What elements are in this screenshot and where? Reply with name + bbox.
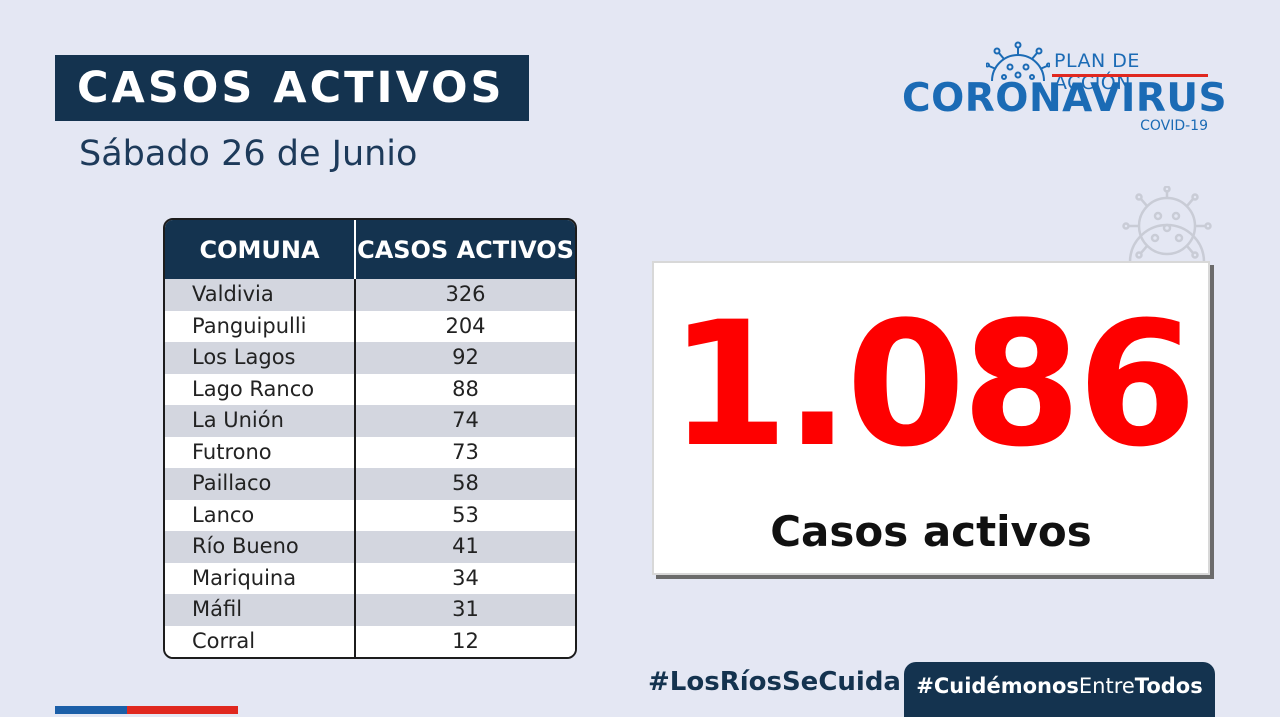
virus-icon <box>986 41 1050 82</box>
coronavirus-logo: PLAN DE ACCIÓN CORONAVIRUS COVID-19 <box>900 38 1227 138</box>
total-cases-card: 1.086 Casos activos <box>652 261 1210 575</box>
table-row: Futrono 73 <box>165 436 575 468</box>
column-header-comuna: COMUNA <box>165 220 356 279</box>
logo-name: CORONAVIRUS <box>902 76 1228 121</box>
hashtag-part: #Cuidémonos <box>916 674 1079 698</box>
hashtag-cuidemonos: #CuidémonosEntreTodos <box>904 674 1215 698</box>
casos-cell: 12 <box>355 625 575 657</box>
table-row: Corral 12 <box>165 625 575 657</box>
comuna-cell: Panguipulli <box>165 310 356 342</box>
accent-bar-blue <box>55 706 127 714</box>
page-title: CASOS ACTIVOS <box>55 55 529 121</box>
table-row: Panguipulli 204 <box>165 310 575 342</box>
table-row: Los Lagos 92 <box>165 342 575 374</box>
table-row: Río Bueno 41 <box>165 531 575 563</box>
total-cases-value: 1.086 <box>668 284 1197 485</box>
hashtag-part: Todos <box>1134 674 1203 698</box>
comuna-cell: Río Bueno <box>165 531 356 563</box>
comuna-cell: La Unión <box>165 405 356 437</box>
casos-cell: 31 <box>355 594 575 626</box>
casos-cell: 58 <box>355 468 575 500</box>
table-row: Mariquina 34 <box>165 562 575 594</box>
table-row: Paillaco 58 <box>165 468 575 500</box>
casos-cell: 74 <box>355 405 575 437</box>
casos-cell: 204 <box>355 310 575 342</box>
comuna-cell: Máfil <box>165 594 356 626</box>
comuna-cell: Futrono <box>165 436 356 468</box>
total-cases-label: Casos activos <box>770 507 1092 556</box>
hashtag-losrios: #LosRíosSeCuida <box>648 667 901 697</box>
casos-cell: 92 <box>355 342 575 374</box>
column-header-casos: CASOS ACTIVOS <box>355 220 575 279</box>
date-subtitle: Sábado 26 de Junio <box>79 134 418 174</box>
hashtag-part: Entre <box>1078 674 1135 698</box>
comuna-cell: Los Lagos <box>165 342 356 374</box>
logo-sub: COVID-19 <box>1140 118 1208 134</box>
table-row: Máfil 31 <box>165 594 575 626</box>
comuna-cell: Mariquina <box>165 562 356 594</box>
table-row: La Unión 74 <box>165 405 575 437</box>
casos-cell: 53 <box>355 499 575 531</box>
table-row: Lanco 53 <box>165 499 575 531</box>
table-header-row: COMUNA CASOS ACTIVOS <box>165 220 575 279</box>
casos-cell: 41 <box>355 531 575 563</box>
table-row: Valdivia 326 <box>165 279 575 311</box>
casos-cell: 88 <box>355 373 575 405</box>
comuna-cell: Paillaco <box>165 468 356 500</box>
comuna-cell: Valdivia <box>165 279 356 311</box>
comuna-cell: Lago Ranco <box>165 373 356 405</box>
comuna-cell: Corral <box>165 625 356 657</box>
accent-bar-red <box>127 706 238 714</box>
logo-divider <box>1052 74 1208 77</box>
casos-cell: 73 <box>355 436 575 468</box>
hashtag-banner: #CuidémonosEntreTodos <box>904 662 1215 717</box>
comuna-cell: Lanco <box>165 499 356 531</box>
casos-cell: 34 <box>355 562 575 594</box>
table-row: Lago Ranco 88 <box>165 373 575 405</box>
casos-cell: 326 <box>355 279 575 311</box>
logo-plan-text: PLAN DE ACCIÓN <box>1054 50 1140 94</box>
virus-icon <box>1122 186 1212 262</box>
cases-table: COMUNA CASOS ACTIVOS Valdivia 326 Pangui… <box>163 218 577 659</box>
